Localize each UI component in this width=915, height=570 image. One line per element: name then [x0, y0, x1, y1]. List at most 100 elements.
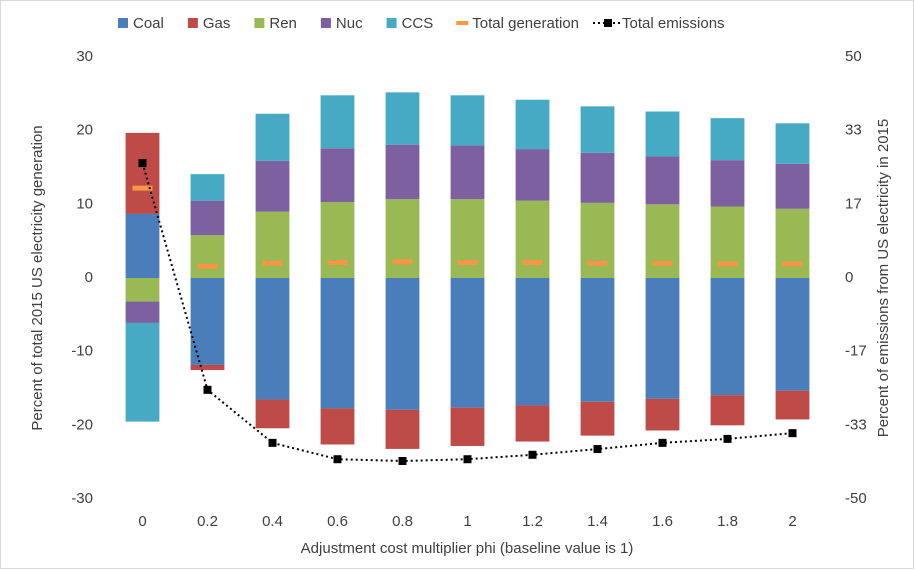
line-marker — [398, 456, 407, 465]
line-marker — [463, 455, 472, 464]
bar-segment — [385, 409, 420, 449]
bar-segment — [775, 163, 810, 209]
y-axis-label: Percent of total 2015 US electricity gen… — [29, 125, 46, 430]
bar-segment — [775, 123, 810, 164]
y2-tick-label: 33 — [845, 122, 862, 139]
bar-segment — [450, 145, 485, 200]
x-tick-label: 2 — [788, 513, 796, 530]
dash-marker — [782, 261, 803, 267]
bar-segment — [645, 156, 680, 205]
x-tick-label: 0.6 — [327, 513, 348, 530]
bar-segment — [645, 398, 680, 431]
bar-segment — [450, 407, 485, 446]
bar-segment — [710, 206, 745, 278]
bar-segment — [710, 160, 745, 207]
x-tick-label: 1.6 — [652, 513, 673, 530]
bar-segment — [450, 199, 485, 278]
dash-marker — [132, 185, 153, 191]
legend-label: Ren — [269, 15, 297, 32]
x-tick-label: 0.4 — [262, 513, 283, 530]
bar-segment — [775, 208, 810, 278]
bar-segment — [125, 213, 160, 278]
legend-label: Coal — [133, 15, 164, 32]
line-marker — [788, 429, 797, 438]
bar-segment — [580, 278, 615, 402]
bar-segment — [320, 202, 355, 278]
legend-swatch — [320, 18, 331, 28]
bar-segment — [580, 106, 615, 153]
x-tick-label: 0 — [138, 513, 146, 530]
bar-segment — [515, 99, 550, 150]
dash-marker — [457, 260, 478, 266]
y2-tick-label: 17 — [845, 195, 862, 212]
bar-segment — [580, 202, 615, 278]
bar-segment — [190, 364, 225, 371]
dash-marker — [392, 259, 413, 265]
y2-axis-label: Percent of emissions from US electricity… — [875, 119, 892, 437]
x-tick-label: 0.8 — [392, 513, 413, 530]
bar-segment — [320, 148, 355, 203]
y2-tick-label: -50 — [845, 490, 867, 507]
bar-segment — [320, 408, 355, 445]
bar-segment — [190, 200, 225, 236]
dash-marker — [587, 260, 608, 266]
y2-tick-label: 0 — [845, 269, 853, 286]
bar-segment — [385, 144, 420, 200]
dash-marker — [652, 260, 673, 266]
line-marker — [138, 159, 147, 168]
legend-label: CCS — [402, 15, 434, 32]
y2-tick-label: -17 — [845, 343, 867, 360]
y-tick-label: 10 — [76, 195, 93, 212]
legend-swatch — [187, 18, 198, 28]
legend-label: Total emissions — [622, 15, 725, 32]
y-tick-label: 30 — [76, 48, 93, 65]
bar-segment — [255, 160, 290, 212]
bar-segment — [515, 200, 550, 278]
dash-marker — [717, 261, 738, 267]
dash-marker — [262, 260, 283, 266]
y-tick-label: 0 — [85, 269, 93, 286]
line-marker — [203, 385, 212, 394]
bar-segment — [385, 199, 420, 278]
legend-label: Nuc — [336, 15, 363, 32]
legend-swatch — [386, 18, 397, 28]
dash-marker — [197, 263, 218, 269]
x-tick-label: 1.4 — [587, 513, 608, 530]
bar-segment — [710, 118, 745, 161]
legend-label: Gas — [203, 15, 231, 32]
line-marker — [268, 438, 277, 447]
bar-segment — [515, 149, 550, 201]
bar-segment — [645, 111, 680, 157]
line-marker — [528, 450, 537, 459]
bar-segment — [710, 395, 745, 426]
x-axis-label: Adjustment cost multiplier phi (baseline… — [301, 540, 634, 557]
line-marker — [723, 434, 732, 443]
bar-segment — [255, 399, 290, 429]
y-tick-label: 20 — [76, 122, 93, 139]
legend-swatch — [254, 18, 265, 28]
y2-tick-label: -33 — [845, 416, 867, 433]
bar-segment — [645, 204, 680, 278]
bar-segment — [125, 301, 160, 323]
x-tick-label: 1.2 — [522, 513, 543, 530]
bar-segment — [255, 278, 290, 400]
bar-segment — [190, 278, 225, 365]
bar-segment — [385, 92, 420, 145]
y2-tick-label: 50 — [845, 48, 862, 65]
y-tick-label: -20 — [71, 416, 93, 433]
bar-segment — [125, 278, 160, 302]
line-marker — [593, 445, 602, 454]
bar-segment — [645, 278, 680, 399]
bar-segment — [255, 211, 290, 278]
bar-segment — [125, 322, 160, 422]
y-tick-label: -30 — [71, 490, 93, 507]
bar-segment — [255, 113, 290, 161]
legend-swatch — [604, 19, 613, 27]
bar-segment — [580, 401, 615, 436]
bar-segment — [190, 174, 225, 201]
bar-segment — [385, 278, 420, 410]
line-marker — [658, 438, 667, 447]
legend-swatch — [456, 21, 469, 25]
bar-segment — [775, 390, 810, 420]
